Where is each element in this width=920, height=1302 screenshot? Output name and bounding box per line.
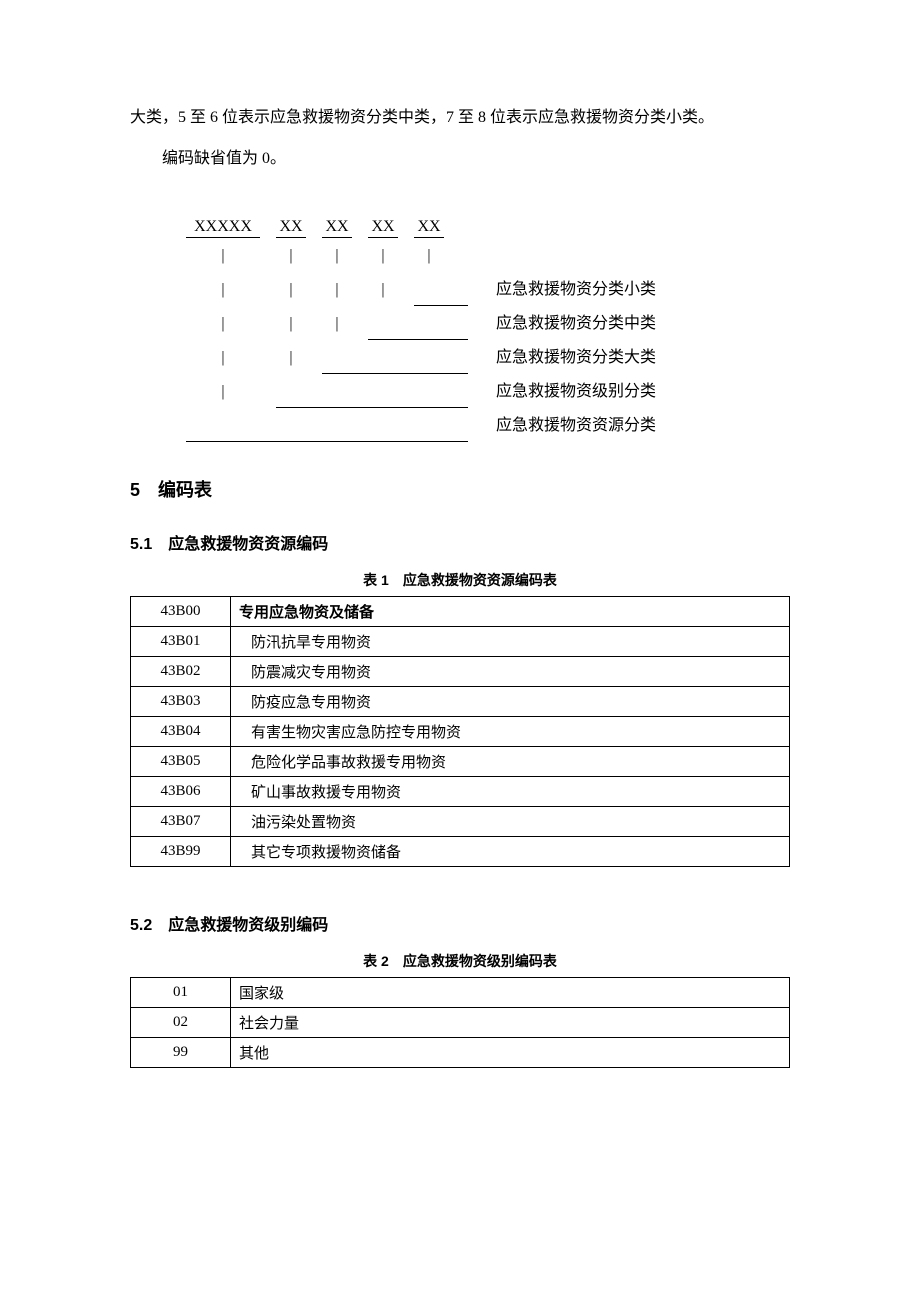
diagram-label-1: 应急救援物资分类小类 <box>496 273 656 307</box>
table-1: 43B00专用应急物资及储备43B01防汛抗旱专用物资43B02防震减灾专用物资… <box>130 596 790 867</box>
table-row: 43B01防汛抗旱专用物资 <box>131 627 790 657</box>
code-seg-3: XX <box>322 216 352 238</box>
diagram-label-5: 应急救援物资资源分类 <box>496 409 656 443</box>
table-cell-desc: 危险化学品事故救援专用物资 <box>231 747 790 777</box>
table-cell-code: 43B00 <box>131 597 231 627</box>
table-cell-code: 43B02 <box>131 657 231 687</box>
table-row: 43B00专用应急物资及储备 <box>131 597 790 627</box>
table-row: 02社会力量 <box>131 1008 790 1038</box>
table-cell-code: 43B05 <box>131 747 231 777</box>
diagram-codes-row: XXXXX XX XX XX XX <box>186 204 790 238</box>
table-2: 01国家级02社会力量99其他 <box>130 977 790 1068</box>
code-seg-1: XXXXX <box>186 216 260 238</box>
table-cell-code: 99 <box>131 1038 231 1068</box>
table-row: 43B02防震减灾专用物资 <box>131 657 790 687</box>
table-cell-desc: 防疫应急专用物资 <box>231 687 790 717</box>
table-row: 01国家级 <box>131 978 790 1008</box>
table-cell-desc: 矿山事故救援专用物资 <box>231 777 790 807</box>
table-row: 43B06矿山事故救援专用物资 <box>131 777 790 807</box>
section-5-1-heading: 5.1 应急救援物资资源编码 <box>130 530 790 554</box>
section-5-2-heading: 5.2 应急救援物资级别编码 <box>130 911 790 935</box>
table-cell-code: 43B01 <box>131 627 231 657</box>
table-2-caption: 表 2 应急救援物资级别编码表 <box>130 951 790 971</box>
table-row: 43B04有害生物灾害应急防控专用物资 <box>131 717 790 747</box>
code-seg-4: XX <box>368 216 398 238</box>
table-cell-desc: 专用应急物资及储备 <box>231 597 790 627</box>
table-cell-desc: 国家级 <box>231 978 790 1008</box>
table-cell-desc: 油污染处置物资 <box>231 807 790 837</box>
table-row: 99其他 <box>131 1038 790 1068</box>
table-cell-code: 43B03 <box>131 687 231 717</box>
diagram-label-3: 应急救援物资分类大类 <box>496 341 656 375</box>
table-cell-desc: 有害生物灾害应急防控专用物资 <box>231 717 790 747</box>
document-page: 大类，5 至 6 位表示应急救援物资分类中类，7 至 8 位表示应急救援物资分类… <box>0 0 920 1302</box>
section-5-heading: 5 编码表 <box>130 476 790 502</box>
diagram-label-4: 应急救援物资级别分类 <box>496 375 656 409</box>
intro-paragraph-1: 大类，5 至 6 位表示应急救援物资分类中类，7 至 8 位表示应急救援物资分类… <box>130 100 790 135</box>
table-cell-desc: 其它专项救援物资储备 <box>231 837 790 867</box>
table-cell-desc: 防汛抗旱专用物资 <box>231 627 790 657</box>
table-cell-code: 43B04 <box>131 717 231 747</box>
table-cell-code: 01 <box>131 978 231 1008</box>
intro-paragraph-2: 编码缺省值为 0。 <box>130 141 790 176</box>
table-cell-desc: 其他 <box>231 1038 790 1068</box>
diagram-label-2: 应急救援物资分类中类 <box>496 307 656 341</box>
table-cell-desc: 社会力量 <box>231 1008 790 1038</box>
table-row: 43B03防疫应急专用物资 <box>131 687 790 717</box>
table-cell-code: 43B07 <box>131 807 231 837</box>
table-cell-code: 02 <box>131 1008 231 1038</box>
table-row: 43B05危险化学品事故救援专用物资 <box>131 747 790 777</box>
table-row: 43B07油污染处置物资 <box>131 807 790 837</box>
table-cell-desc: 防震减灾专用物资 <box>231 657 790 687</box>
table-row: 43B99其它专项救援物资储备 <box>131 837 790 867</box>
code-seg-2: XX <box>276 216 306 238</box>
code-seg-5: XX <box>414 216 444 238</box>
code-structure-diagram: XXXXX XX XX XX XX | | | | | | | | | 应急救援… <box>186 204 790 442</box>
table-1-caption: 表 1 应急救援物资资源编码表 <box>130 570 790 590</box>
table-cell-code: 43B06 <box>131 777 231 807</box>
table-cell-code: 43B99 <box>131 837 231 867</box>
